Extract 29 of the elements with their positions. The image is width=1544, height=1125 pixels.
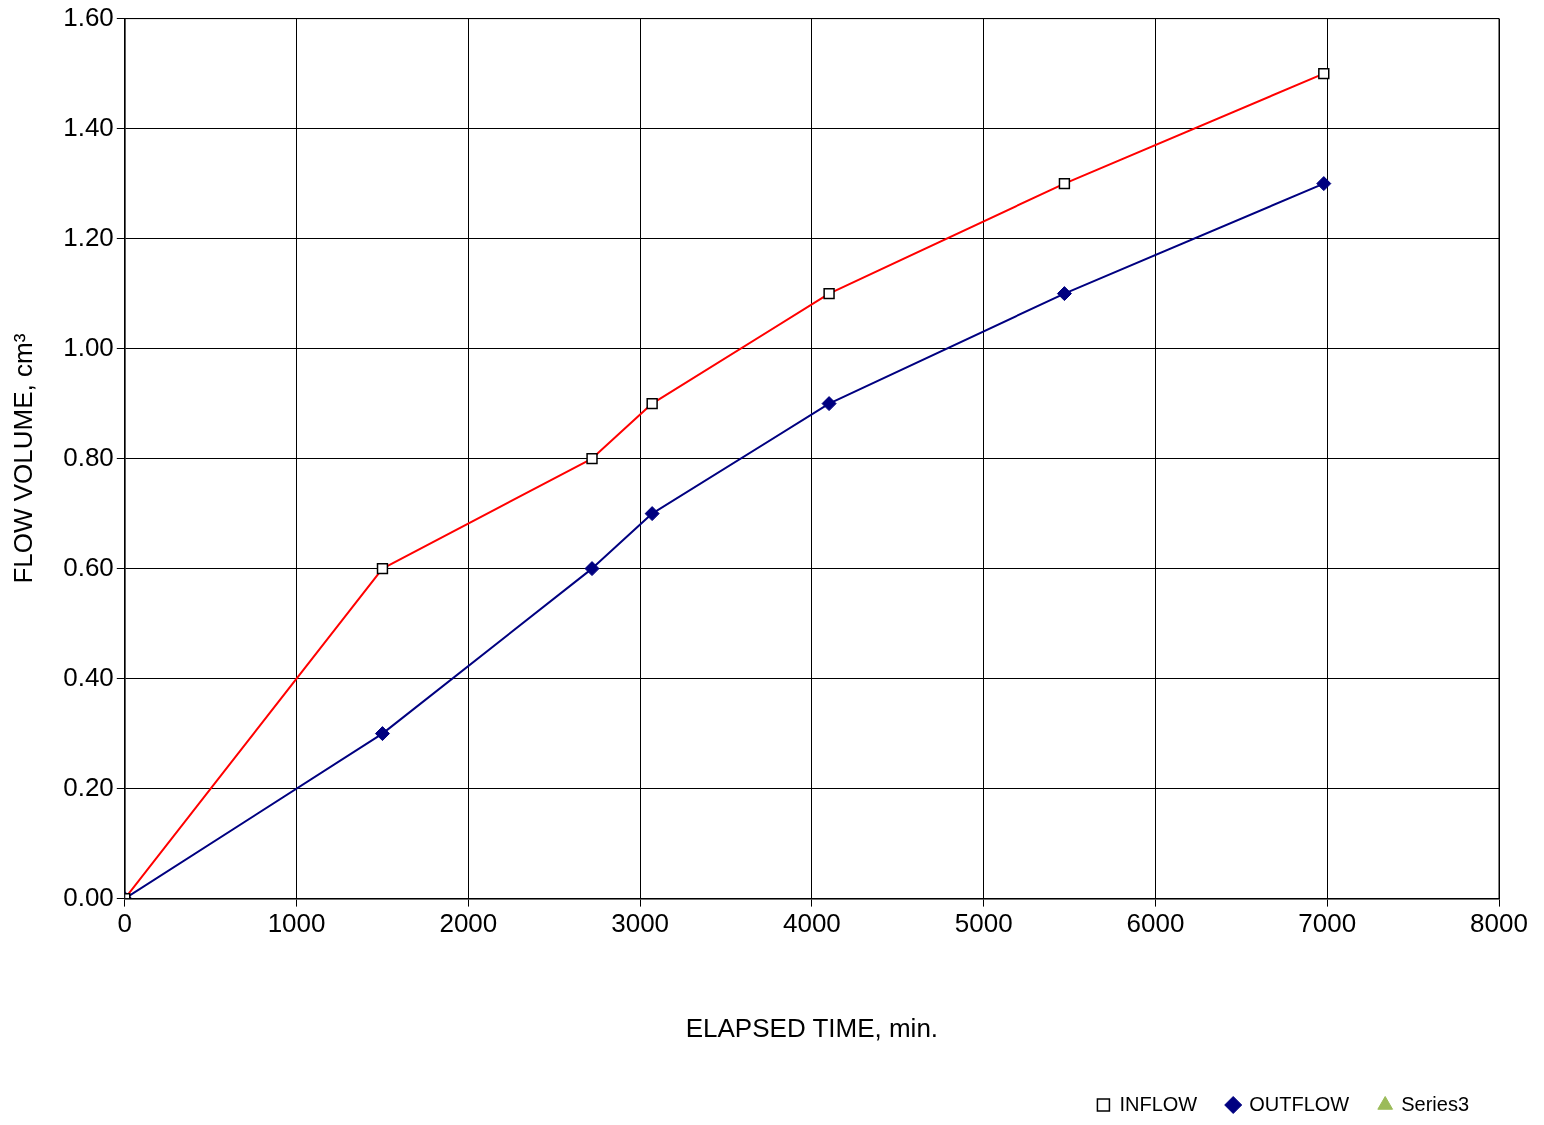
y-axis-title: FLOW VOLUME, cm³ (7, 333, 38, 584)
y-tick-label: 0.40 (63, 661, 114, 692)
x-tick-label: 5000 (954, 908, 1013, 939)
y-tick-label: 0.80 (63, 441, 114, 472)
point (821, 396, 837, 412)
legend-label: Series3 (1401, 1092, 1469, 1115)
point (1056, 286, 1072, 302)
x-tick-label: 7000 (1298, 908, 1357, 939)
point (1316, 176, 1332, 192)
y-tick-label: 1.20 (63, 221, 114, 252)
x-tick-label: 2000 (439, 908, 498, 939)
y-tick-label: 1.00 (63, 331, 114, 362)
point (644, 506, 660, 522)
y-tick-label: 0.60 (63, 551, 114, 582)
y-tick-label: 0.20 (63, 771, 114, 802)
point (374, 726, 390, 742)
point (584, 561, 600, 577)
x-tick-label: 6000 (1126, 908, 1185, 939)
y-tick-label: 1.60 (63, 1, 114, 32)
y-tick-label: 1.40 (63, 111, 114, 142)
x-tick-label: 0 (117, 908, 133, 939)
y-tick-label: 0.00 (63, 881, 114, 912)
legend-label: INFLOW (1119, 1092, 1198, 1115)
x-tick-label: 4000 (782, 908, 841, 939)
x-tick-label: 1000 (267, 908, 326, 939)
x-axis-title: ELAPSED TIME, min. (685, 1012, 939, 1043)
x-tick-label: 3000 (611, 908, 670, 939)
legend-label: OUTFLOW (1249, 1092, 1350, 1115)
x-tick-label: 8000 (1470, 908, 1528, 939)
